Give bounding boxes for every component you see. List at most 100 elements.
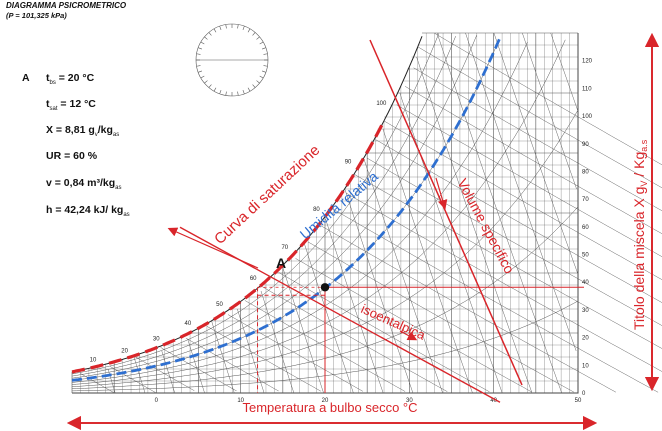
protractor-tick (247, 28, 251, 33)
x-tick-label: 0 (155, 398, 159, 404)
protractor-tick (252, 32, 256, 36)
enthalpy-line (354, 174, 662, 349)
chart-curves (66, 32, 660, 431)
protractor-tick (263, 65, 268, 67)
specific-volume-line (303, 242, 354, 394)
enthalpy-arrow (399, 330, 418, 341)
protractor-tick (263, 53, 268, 55)
protractor-tick (247, 87, 251, 92)
chart-grid: 0 10 20 30 40 5001020304050607080901001101201… (71, 32, 662, 404)
protractor-tick (208, 32, 212, 36)
x-tick-label: 50 (575, 398, 582, 404)
protractor-tick (256, 36, 260, 40)
prop-v: v = 0,84 m³/kgas (46, 177, 122, 192)
protractor-tick (196, 53, 201, 55)
specific-volume-line (282, 266, 324, 394)
rh-curve (71, 34, 478, 379)
y-tick-label: 30 (582, 308, 589, 314)
specific-volume-line (399, 92, 503, 394)
x-tick-label: 20 (322, 398, 329, 404)
protractor-tick (256, 80, 260, 84)
protractor-tick (225, 24, 227, 29)
enthalpy-line (185, 337, 279, 392)
y-tick-label: 0 (582, 391, 586, 397)
y-tick-label: 70 (582, 197, 589, 203)
protractor-tick (219, 89, 222, 94)
rh-curve (71, 41, 528, 383)
saturation-arrow (167, 227, 259, 269)
enthalpy-line (227, 314, 364, 392)
y-tick-label: 120 (582, 59, 593, 65)
enthalpy-tick-label: 90 (345, 160, 352, 166)
y-tick-label: 80 (582, 169, 589, 175)
enthalpy-line (160, 347, 237, 392)
y-tick-label: 50 (582, 253, 589, 259)
x-tick-label: 10 (237, 398, 244, 404)
enthalpy-line (345, 192, 662, 372)
specific-volume-line (161, 350, 176, 394)
specific-volume-line (344, 188, 414, 394)
protractor (195, 23, 269, 97)
enthalpy-tick-label: 100 (376, 101, 387, 107)
specific-volume-line (107, 368, 116, 394)
protractor-tick (237, 24, 239, 29)
protractor-tick (225, 91, 227, 96)
y-tick-label: 10 (582, 363, 589, 369)
enthalpy-line (333, 209, 659, 393)
protractor-tick (259, 75, 264, 79)
y-tick-label: 100 (582, 114, 593, 120)
protractor-tick (204, 80, 208, 84)
specific-volume-line (325, 218, 384, 394)
x-axis-title: Temperatura a bulbo secco °C (242, 400, 417, 415)
y-axis-title: Titolo della miscela X gV / Kga.s (631, 139, 649, 330)
specific-volume-line (416, 56, 533, 394)
protractor-tick (198, 47, 203, 50)
enthalpy-tick-label: 30 (153, 336, 160, 342)
specific-volume-line (260, 290, 295, 394)
enthalpy-line (261, 286, 448, 392)
specific-volume-line (382, 128, 473, 394)
enthalpy-line (278, 272, 490, 392)
enthalpy-tick-label: 50 (216, 302, 223, 308)
enthalpy-line (307, 241, 574, 393)
chart-title: DIAGRAMMA PSICROMETRICO (6, 1, 127, 10)
protractor-tick (204, 36, 208, 40)
enthalpy-line (367, 158, 662, 326)
enthalpy-line (135, 356, 195, 391)
specific-volume-line (493, 32, 578, 274)
rh-curve (71, 39, 566, 385)
point-a-label: A (276, 255, 286, 271)
protractor-tick (208, 84, 212, 88)
protractor-tick (219, 26, 222, 31)
enthalpy-line (375, 139, 662, 303)
prop-ur: UR = 60 % (46, 150, 98, 162)
specific-volume-line (436, 32, 563, 394)
enthalpy-line (206, 326, 321, 392)
protractor-tick (213, 87, 217, 92)
protractor-tick (237, 91, 239, 96)
enthalpy-line (80, 373, 115, 394)
enthalpy-line (413, 67, 662, 211)
protractor-tick (198, 70, 203, 73)
enthalpy-line (417, 46, 662, 189)
prop-h: h = 42,24 kJ/ kgas (46, 204, 130, 219)
point-a-marker (320, 283, 330, 292)
specific-volume-line (133, 356, 146, 394)
volume-arrow (435, 177, 448, 210)
enthalpy-line (109, 366, 157, 394)
prop-tbs: tbs = 20 °C (46, 72, 95, 87)
protractor-tick (242, 26, 245, 31)
protractor-arc (195, 23, 269, 61)
y-tick-label: 40 (582, 280, 589, 286)
y-tick-label: 60 (582, 225, 589, 231)
prop-tsat: tsat = 12 °C (46, 98, 96, 113)
prop-x: X = 8,81 gv/kgas (46, 124, 120, 139)
rh-60-curve (71, 37, 502, 382)
y-tick-label: 90 (582, 142, 589, 148)
specific-volume-line (211, 320, 235, 394)
protractor-tick (242, 89, 245, 94)
enthalpy-tick-label: 80 (313, 207, 320, 213)
specific-volume-line (187, 338, 205, 394)
protractor-tick (213, 28, 217, 33)
